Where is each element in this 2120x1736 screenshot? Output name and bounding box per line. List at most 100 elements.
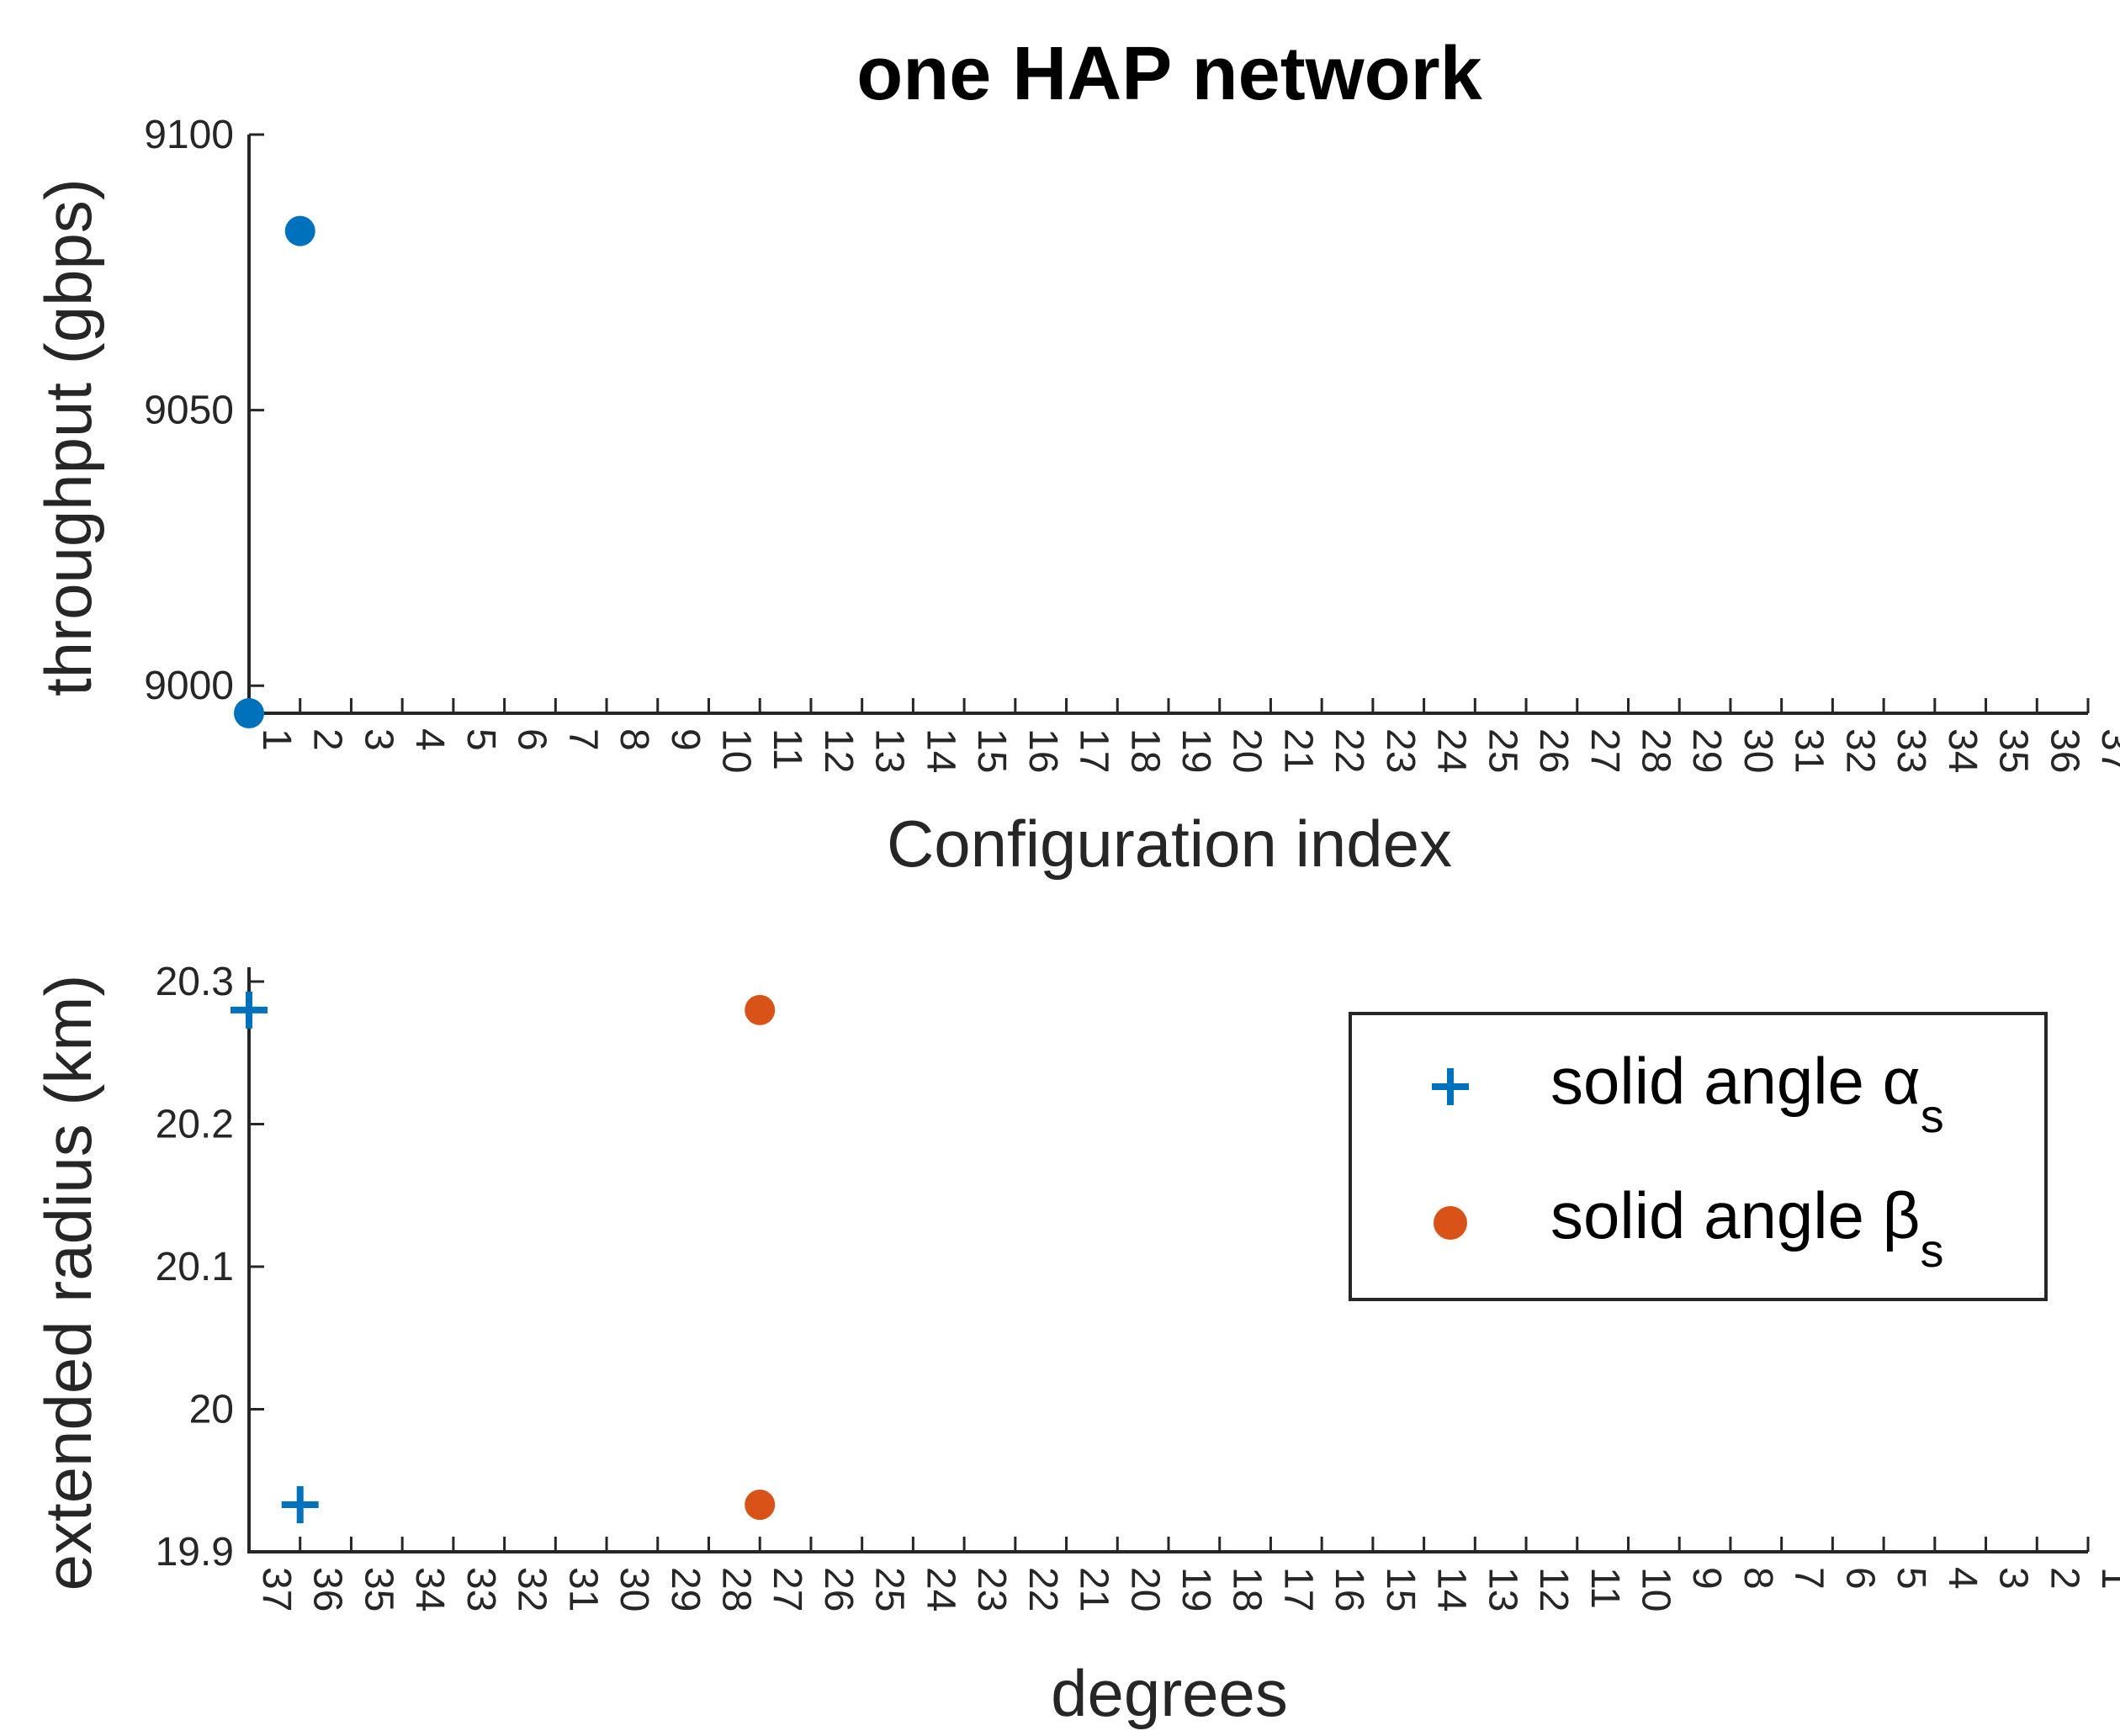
legend-entry-alpha: solid angle αs [1432, 1044, 1944, 1142]
legend-box [1349, 1012, 2048, 1301]
x-tick-label: 21 [1072, 1567, 1116, 1612]
x-tick-label: 35 [1991, 728, 2036, 773]
x-tick-label: 25 [867, 1567, 912, 1612]
x-tick-label: 26 [816, 1567, 861, 1612]
x-tick-label: 18 [1225, 1567, 1269, 1612]
data-marks [234, 215, 315, 728]
x-tick-label: 6 [1837, 1567, 1882, 1590]
x-tick-label: 33 [458, 1567, 503, 1612]
x-tick-label: 37 [254, 1567, 299, 1612]
x-tick-label: 16 [1020, 728, 1065, 773]
x-tick-label: 19 [1174, 728, 1218, 773]
x-tick-label: 28 [1634, 728, 1678, 773]
x-axis-label: Configuration index [887, 807, 1452, 881]
legend: solid angle αs solid angle βs [1349, 1012, 2048, 1301]
x-tick-label: 10 [714, 728, 759, 773]
x-tick-label: 23 [969, 1567, 1014, 1612]
x-tick-label: 5 [1889, 1567, 1933, 1590]
legend-label: solid angle αs [1550, 1044, 1944, 1142]
x-tick-label: 22 [1327, 728, 1371, 773]
x-tick-label: 4 [407, 728, 452, 751]
data-point [281, 1486, 319, 1524]
x-tick-label: 36 [305, 1567, 350, 1612]
x-tick-label: 30 [612, 1567, 656, 1612]
y-tick-label: 19.9 [156, 1530, 234, 1575]
x-axis-label: degrees [1051, 1656, 1288, 1730]
x-tick-label: 3 [1991, 1567, 2036, 1590]
x-tick-label: 4 [1940, 1567, 1985, 1590]
x-tick-label: 32 [1837, 728, 1882, 773]
chart-title: one HAP network [856, 32, 1482, 116]
x-tick-label: 30 [1736, 728, 1780, 773]
y-tick-label: 9050 [144, 389, 234, 433]
y-tick-label: 20 [189, 1387, 234, 1432]
x-tick-label: 2 [2042, 1567, 2086, 1590]
x-tick-label: 13 [867, 728, 912, 773]
x-tick-label: 1 [254, 728, 299, 751]
x-tick-label: 20 [1122, 1567, 1167, 1612]
x-tick-label: 11 [1582, 1567, 1627, 1609]
y-tick-label: 20.1 [156, 1245, 234, 1289]
x-tick-label: 9 [1684, 1567, 1729, 1590]
x-tick-label: 6 [510, 728, 554, 751]
x-tick-label: 13 [1480, 1567, 1524, 1612]
x-tick-label: 26 [1531, 728, 1576, 773]
y-tick-label: 20.2 [156, 1102, 234, 1146]
radius-chart: 37 36 35 34 33 32 31 30 29 28 27 26 25 24 23 22 21 20 19 18… [31, 960, 2120, 1730]
x-tick-label: 29 [1684, 728, 1729, 773]
x-tick-label: 23 [1378, 728, 1423, 773]
x-tick-label: 8 [612, 728, 656, 751]
x-tick-label: 7 [560, 728, 605, 751]
y-axis-label: extended radius (km) [31, 975, 105, 1591]
x-tick-label: 29 [663, 1567, 708, 1612]
data-point [234, 698, 264, 728]
x-tick-label: 15 [969, 728, 1014, 773]
x-tick-label: 20 [1225, 728, 1269, 773]
x-tick-label: 34 [1940, 728, 1985, 773]
x-tick-label: 37 [2093, 728, 2120, 773]
x-tick-label: 24 [918, 1567, 962, 1612]
data-point [231, 991, 268, 1029]
x-ticks: 1 2 3 4 5 6 7 8 9 10 11 12 13 14 15 16 17 18 19 20 21 22 23 24 2… [247, 698, 2120, 773]
axes-frame [247, 135, 2088, 715]
data-point [745, 994, 776, 1025]
y-tick-label: 9100 [144, 113, 234, 157]
x-tick-label: 19 [1174, 1567, 1218, 1612]
y-tick-label: 20.3 [156, 960, 234, 1004]
x-tick-label: 7 [1787, 1567, 1831, 1590]
x-tick-label: 24 [1429, 728, 1474, 773]
x-tick-label: 12 [1531, 1567, 1576, 1612]
data-marks [231, 991, 776, 1524]
y-axis-label: throughput (gbps) [31, 178, 105, 696]
x-tick-label: 16 [1327, 1567, 1371, 1612]
x-tick-label: 17 [1072, 728, 1116, 773]
x-tick-label: 27 [1582, 728, 1627, 773]
x-tick-label: 25 [1480, 728, 1524, 773]
y-ticks: 19.9 20 20.1 20.2 20.3 [156, 960, 264, 1575]
x-tick-label: 32 [510, 1567, 554, 1612]
x-tick-label: 36 [2042, 728, 2086, 773]
x-tick-label: 8 [1736, 1567, 1780, 1590]
x-tick-label: 28 [714, 1567, 759, 1612]
x-tick-label: 27 [765, 1567, 809, 1612]
x-tick-label: 14 [918, 728, 962, 773]
x-tick-label: 21 [1275, 728, 1320, 773]
plus-marker-icon [1432, 1068, 1469, 1105]
x-tick-label: 3 [356, 728, 400, 751]
throughput-chart: 1 2 3 4 5 6 7 8 9 10 11 12 13 14 15 16 17 18 19 20 21 22 23 24 2… [31, 113, 2120, 881]
y-tick-label: 9000 [144, 664, 234, 708]
x-tick-label: 34 [407, 1567, 452, 1612]
x-tick-label: 12 [816, 728, 861, 773]
x-tick-label: 15 [1378, 1567, 1423, 1612]
x-tick-label: 22 [1020, 1567, 1065, 1612]
legend-label: solid angle βs [1550, 1178, 1943, 1277]
x-tick-label: 17 [1275, 1567, 1320, 1612]
data-point [284, 215, 315, 246]
x-tick-label: 5 [458, 728, 503, 751]
x-tick-label: 18 [1122, 728, 1167, 773]
x-tick-label: 35 [356, 1567, 400, 1612]
x-tick-label: 31 [560, 1567, 605, 1612]
x-tick-label: 11 [765, 728, 809, 770]
x-tick-label: 33 [1889, 728, 1933, 773]
